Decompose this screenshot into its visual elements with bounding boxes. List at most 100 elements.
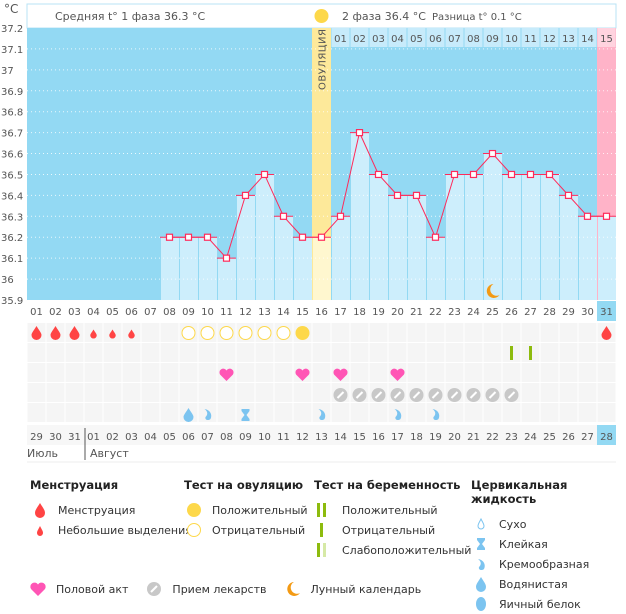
y-tick-label: 37.2 xyxy=(1,24,23,35)
event-cell xyxy=(350,323,369,342)
menstruation-icon xyxy=(601,326,612,340)
temperature-point xyxy=(336,212,345,220)
day-label: 06 xyxy=(125,307,138,318)
y-tick-label: 36.7 xyxy=(1,129,23,140)
sticky-icon xyxy=(477,538,485,550)
month-label: Август xyxy=(90,447,129,460)
phase2-average: 2 фаза 36.4 °C xyxy=(342,10,426,23)
event-cell xyxy=(502,363,521,382)
ovulation-test-negative-icon xyxy=(257,326,272,340)
phase1-average: Средняя t° 1 фаза 36.3 °C xyxy=(55,10,205,23)
circle-outline-icon xyxy=(187,523,201,537)
calendar-date: 24 xyxy=(524,432,537,443)
pill-stripe xyxy=(393,391,402,399)
y-tick-label: 36.6 xyxy=(1,150,23,161)
calendar-date: 28 xyxy=(600,432,613,443)
event-cell xyxy=(312,383,331,402)
event-cell xyxy=(464,323,483,342)
event-cell xyxy=(350,343,369,362)
pill-stripe xyxy=(431,391,440,399)
day-label: 05 xyxy=(106,307,119,318)
y-tick-label: 36.1 xyxy=(1,254,23,265)
event-cell xyxy=(198,343,217,362)
day-label: 10 xyxy=(201,307,214,318)
pill-icon xyxy=(147,582,162,596)
unit-label: °C xyxy=(4,2,18,16)
day-label: 21 xyxy=(410,307,423,318)
temperature-bar xyxy=(237,195,255,300)
day-label: 17 xyxy=(334,307,347,318)
event-cell xyxy=(141,383,160,402)
y-tick-label: 36.2 xyxy=(1,233,23,244)
legend-item: Небольшие выделения xyxy=(58,523,192,537)
event-cell xyxy=(540,383,559,402)
event-cell xyxy=(445,403,464,422)
event-cell xyxy=(160,323,179,342)
event-cell xyxy=(103,343,122,362)
y-tick-label: 36.4 xyxy=(1,191,23,202)
calendar-date: 26 xyxy=(562,432,575,443)
day-label: 03 xyxy=(68,307,81,318)
event-cell xyxy=(426,363,445,382)
event-cell xyxy=(122,383,141,402)
calendar-date: 15 xyxy=(353,432,366,443)
temperature-point xyxy=(488,149,497,158)
event-cell xyxy=(445,323,464,342)
event-cell xyxy=(483,363,502,382)
creamy-fluid-icon xyxy=(204,409,212,421)
event-cell xyxy=(464,403,483,422)
temperature-difference: Разница t° 0.1 °C xyxy=(432,12,522,23)
event-cell xyxy=(103,383,122,402)
event-cell xyxy=(540,363,559,382)
watery-fluid-icon xyxy=(183,408,194,422)
egg-white-icon xyxy=(476,597,486,611)
legend-other: Половой акт Прием лекарств Лунный календ… xyxy=(28,579,437,599)
phase2-day-cell xyxy=(578,28,597,47)
faint-bar-icon xyxy=(317,543,326,557)
calendar-date: 23 xyxy=(505,432,518,443)
event-cell xyxy=(236,363,255,382)
day-label: 27 xyxy=(524,307,537,318)
calendar-date: 07 xyxy=(201,432,214,443)
bbt-chart: °C Средняя t° 1 фаза 36.3 °C 2 фаза 36.4… xyxy=(1,2,617,463)
calendar-date: 13 xyxy=(315,432,328,443)
temperature-point xyxy=(298,233,307,241)
event-cell xyxy=(521,403,540,422)
event-cell xyxy=(388,323,407,342)
temperature-point xyxy=(450,170,459,179)
creamy-fluid-icon xyxy=(432,409,440,421)
event-cell xyxy=(160,383,179,402)
event-cell xyxy=(312,363,331,382)
day-label: 09 xyxy=(182,307,195,318)
temperature-point xyxy=(165,233,174,241)
day-label: 08 xyxy=(163,307,176,318)
event-cell xyxy=(597,363,616,382)
event-cell xyxy=(559,343,578,362)
event-cell xyxy=(578,323,597,342)
temperature-point xyxy=(203,233,212,241)
temperature-point xyxy=(602,212,611,220)
creamy-fluid-icon xyxy=(318,409,326,421)
event-cell xyxy=(293,383,312,402)
calendar-date: 03 xyxy=(125,432,138,443)
calendar-date: 10 xyxy=(258,432,271,443)
day-label: 16 xyxy=(315,307,328,318)
event-cell xyxy=(331,403,350,422)
phase2-day-label: 10 xyxy=(505,34,518,45)
event-cell xyxy=(559,403,578,422)
current-date-highlight xyxy=(597,425,616,445)
phase2-day-cell xyxy=(350,28,369,47)
event-cell xyxy=(464,343,483,362)
event-cell xyxy=(426,343,445,362)
event-cell xyxy=(46,403,65,422)
event-cell xyxy=(103,363,122,382)
ovulation-test-negative-icon xyxy=(219,326,234,340)
event-cell xyxy=(46,383,65,402)
temperature-point xyxy=(222,254,231,262)
event-cell xyxy=(255,363,274,382)
calendar-date: 09 xyxy=(239,432,252,443)
phase2-day-cell xyxy=(540,28,559,47)
calendar-date: 05 xyxy=(163,432,176,443)
pregnancy-test-negative-icon xyxy=(529,346,532,360)
event-cell xyxy=(578,403,597,422)
